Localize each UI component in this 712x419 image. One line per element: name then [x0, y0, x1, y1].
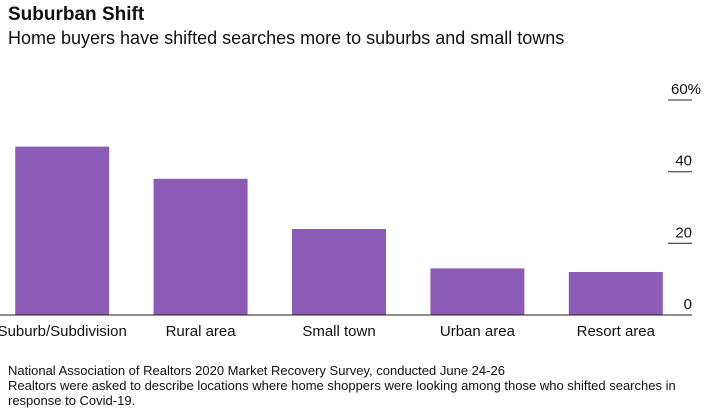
y-tick-label: 0 — [684, 296, 692, 313]
category-label: Rural area — [166, 323, 237, 340]
chart-title: Suburban Shift — [8, 4, 145, 25]
bar-small-town — [292, 229, 386, 315]
y-tick-label: 40 — [675, 153, 692, 170]
category-label: Urban area — [440, 323, 516, 340]
bar-resort-area — [568, 272, 663, 315]
category-label: Resort area — [577, 323, 656, 340]
y-tick-label: 60% — [671, 81, 701, 98]
source-line: National Association of Realtors 2020 Ma… — [8, 363, 505, 378]
category-label: Suburb/Subdivision — [0, 323, 127, 340]
chart-area: Suburb/Subdivision Rural area Small town Ur… — [0, 81, 701, 340]
bar-rural-area — [153, 178, 248, 315]
bar-chart: Suburb/Subdivision Rural area Small town Ur… — [0, 81, 701, 340]
description-line: Realtors were asked to describe location… — [8, 378, 676, 408]
bar-suburb-subdivision — [15, 146, 110, 315]
bar-urban-area — [430, 268, 525, 315]
source-notes: National Association of Realtors 2020 Ma… — [8, 363, 698, 408]
y-tick-label: 20 — [675, 224, 692, 241]
category-label: Small town — [302, 323, 375, 340]
chart-subtitle: Home buyers have shifted searches more t… — [8, 28, 565, 48]
